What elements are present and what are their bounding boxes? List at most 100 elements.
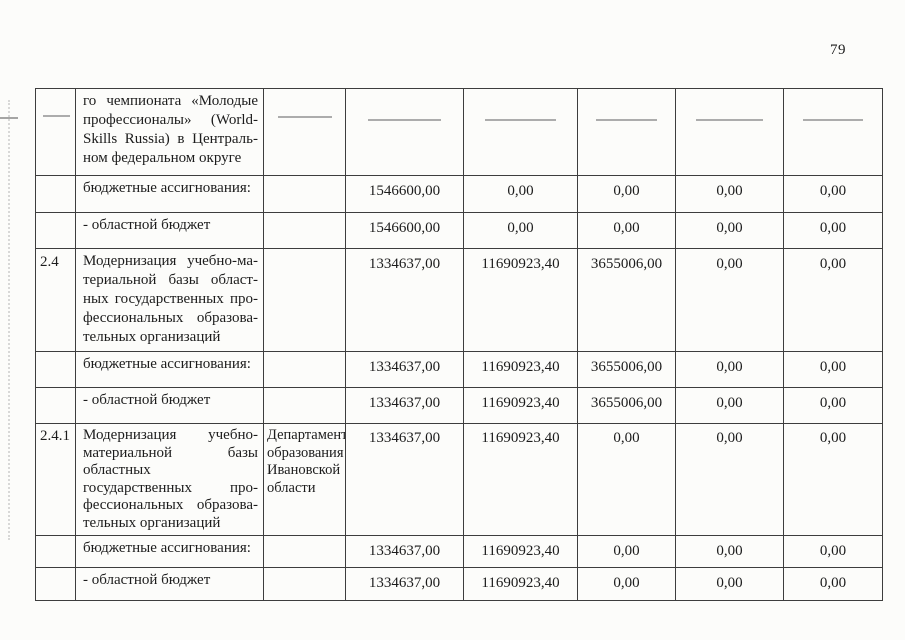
table-row: го чемпионата «Молодые профессионалы» (Wo… <box>35 88 883 176</box>
cell-line: 0,00 <box>716 575 743 591</box>
activity-name-cell: - областной бюджет <box>75 212 264 249</box>
row-number-cell <box>35 212 76 249</box>
cell-line: 0,00 <box>819 575 847 591</box>
cell-line: профессионалы» (World- <box>83 112 258 128</box>
row-number-cell: 2.4.1 <box>35 423 76 536</box>
value-cell: 11690923,40 <box>463 535 578 568</box>
value-cell: 0,00 <box>783 567 883 601</box>
table-row: 2.4.1 Модернизация учебно-материальной ба… <box>35 423 883 536</box>
cell-line: 11690923,40 <box>481 359 560 375</box>
cell-line: 0,00 <box>819 183 847 199</box>
cell-line: - областной бюджет <box>83 572 211 588</box>
value-cell: 1334637,00 <box>345 351 464 388</box>
cell-line: ном федеральном округе <box>83 150 242 166</box>
activity-name-cell: бюджетные ассигнования: <box>75 535 264 568</box>
cell-line: 11690923,40 <box>481 256 560 272</box>
row-number-cell <box>35 175 76 213</box>
cell-line: 0,00 <box>819 543 847 559</box>
cell-line: образования <box>267 444 344 461</box>
value-cell: 0,00 <box>675 567 784 601</box>
row-number-cell <box>35 535 76 568</box>
scan-dash-mark <box>596 119 657 121</box>
cell-line: 0,00 <box>716 220 743 236</box>
cell-line: 2.4.1 <box>40 428 70 444</box>
scan-dash-mark <box>42 115 71 117</box>
cell-line: 0,00 <box>819 256 847 272</box>
cell-line: 3655006,00 <box>590 256 663 272</box>
value-cell: 0,00 <box>783 175 883 213</box>
cell-line: 0,00 <box>507 183 534 199</box>
scan-artifact-dots <box>8 100 10 540</box>
cell-line: 3655006,00 <box>590 395 663 411</box>
budget-table: го чемпионата «Молодые профессионалы» (Wo… <box>35 88 883 601</box>
table-row: - областной бюджет 1334637,00 11690923,40 0… <box>35 567 883 601</box>
value-cell: 0,00 <box>783 535 883 568</box>
value-cell: 0,00 <box>577 423 676 536</box>
value-cell: 0,00 <box>675 423 784 536</box>
activity-name-cell: Модернизация учебно-материальной базы обл… <box>75 423 264 536</box>
value-cell: 11690923,40 <box>463 387 578 424</box>
value-cell: 1334637,00 <box>345 387 464 424</box>
cell-line: 0,00 <box>716 359 743 375</box>
page-number: 79 <box>830 42 846 58</box>
value-cell: 0,00 <box>463 175 578 213</box>
value-cell <box>577 88 676 176</box>
value-cell: 3655006,00 <box>577 387 676 424</box>
cell-line: 1334637,00 <box>368 395 441 411</box>
cell-line: 0,00 <box>716 395 743 411</box>
cell-line: бюджетные ассигнования: <box>83 540 251 556</box>
cell-line: 0,00 <box>819 359 847 375</box>
value-cell: 0,00 <box>783 423 883 536</box>
cell-line: 0,00 <box>716 430 743 446</box>
value-cell: 1546600,00 <box>345 175 464 213</box>
value-cell: 11690923,40 <box>463 351 578 388</box>
scan-dash-mark <box>802 119 864 121</box>
cell-line: 1334637,00 <box>368 359 441 375</box>
value-cell: 0,00 <box>577 212 676 249</box>
cell-line: 0,00 <box>716 256 743 272</box>
cell-line: Модернизация учебно- <box>83 427 258 443</box>
executor-cell <box>263 88 346 176</box>
cell-line: 1546600,00 <box>368 220 441 236</box>
row-number-cell <box>35 351 76 388</box>
table-row: бюджетные ассигнования: 1546600,00 0,00 0,0… <box>35 175 883 213</box>
executor-cell <box>263 212 346 249</box>
value-cell: 0,00 <box>675 248 784 352</box>
value-cell: 0,00 <box>783 351 883 388</box>
value-cell <box>463 88 578 176</box>
scan-dash-mark <box>368 119 441 121</box>
cell-line: 0,00 <box>819 220 847 236</box>
value-cell: 0,00 <box>675 351 784 388</box>
value-cell: 0,00 <box>675 535 784 568</box>
cell-line: Департамент <box>267 427 346 443</box>
executor-cell <box>263 567 346 601</box>
value-cell: 0,00 <box>783 212 883 249</box>
cell-line: 2.4 <box>40 254 59 270</box>
cell-line: тельных организаций <box>83 329 221 345</box>
value-cell: 0,00 <box>577 567 676 601</box>
table-row: - областной бюджет 1546600,00 0,00 0,00 0,00… <box>35 212 883 249</box>
cell-line: 1334637,00 <box>368 430 441 446</box>
cell-line: областных <box>83 462 151 478</box>
cell-line: ных государственных про- <box>83 291 258 307</box>
scan-dash-mark <box>696 119 763 121</box>
cell-line: тельных организаций <box>83 514 221 531</box>
cell-line: Модернизация учебно-ма- <box>83 253 258 269</box>
value-cell: 1334637,00 <box>345 248 464 352</box>
value-cell: 1334637,00 <box>345 567 464 601</box>
value-cell: 0,00 <box>577 535 676 568</box>
cell-line: 11690923,40 <box>481 395 560 411</box>
value-cell: 0,00 <box>675 175 784 213</box>
cell-line: государственных про- <box>83 479 258 496</box>
executor-cell <box>263 175 346 213</box>
cell-line: 1546600,00 <box>368 183 441 199</box>
executor-cell <box>263 535 346 568</box>
row-number-cell <box>35 567 76 601</box>
cell-line: 3655006,00 <box>590 359 663 375</box>
cell-line: материальной базы <box>83 444 258 461</box>
value-cell <box>783 88 883 176</box>
cell-line: Ивановской <box>267 462 341 478</box>
executor-cell <box>263 351 346 388</box>
value-cell: 1334637,00 <box>345 535 464 568</box>
